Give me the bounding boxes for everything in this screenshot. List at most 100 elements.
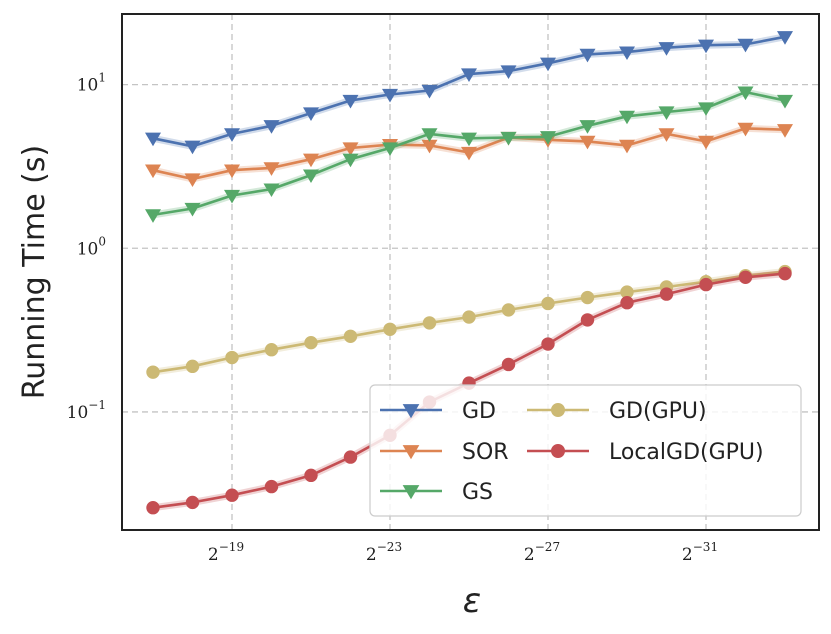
data-point-gd (579, 48, 596, 63)
data-point-localgd-gpu (225, 488, 239, 502)
data-point-gd (500, 65, 517, 80)
data-point-sor (223, 164, 241, 179)
data-point-gs (263, 183, 280, 198)
data-point-sor (658, 128, 675, 142)
series-layer (144, 31, 794, 515)
data-point-localgd-gpu (185, 495, 200, 510)
data-point-gd-gpu (264, 343, 279, 357)
data-point-gd-gpu (422, 316, 437, 330)
data-point-gs (342, 153, 359, 168)
data-point-gd (144, 132, 162, 147)
data-point-gd-gpu (146, 365, 160, 379)
legend-label-sor: SOR (462, 440, 509, 465)
legend-marker-localgd-gpu (551, 444, 565, 458)
legend-label-gs: GS (462, 480, 493, 505)
x-tick-label: 2−23 (366, 540, 402, 565)
legend-label-gd-gpu: GD(GPU) (609, 399, 707, 424)
data-point-sor (144, 164, 162, 179)
data-point-gs (697, 102, 715, 116)
legend-marker-gd (402, 404, 420, 419)
data-point-gd-gpu (343, 329, 358, 343)
data-point-localgd-gpu (541, 337, 555, 351)
data-point-localgd-gpu (264, 479, 279, 494)
data-point-gd (737, 38, 754, 53)
data-point-gd-gpu (304, 335, 318, 350)
data-point-gd-gpu (185, 359, 200, 374)
data-point-gd (618, 46, 636, 61)
series-gd-gpu (146, 264, 792, 379)
data-point-sor (579, 135, 596, 150)
series-gs (144, 86, 794, 223)
series-localgd-gpu (146, 266, 792, 515)
data-point-gd-gpu (225, 350, 239, 365)
data-point-gs (658, 106, 675, 120)
data-point-gd (421, 84, 438, 99)
legend-item-localgd-gpu: LocalGD(GPU) (527, 440, 764, 465)
data-point-gd-gpu (580, 290, 595, 305)
data-point-localgd-gpu (146, 501, 160, 515)
legend-item-gd-gpu: GD(GPU) (527, 399, 707, 424)
series-line-gd (152, 35, 786, 148)
data-point-gs (776, 94, 794, 109)
data-point-gd (223, 128, 241, 142)
data-point-gd-gpu (541, 296, 555, 311)
data-point-gs (539, 131, 557, 145)
data-point-localgd-gpu (343, 450, 358, 464)
data-point-gs (223, 189, 241, 204)
legend-item-gd: GD (380, 399, 496, 424)
x-tick-label: 2−19 (208, 540, 244, 565)
series-gd (144, 31, 794, 155)
y-tick-label: 100 (77, 234, 106, 259)
data-point-localgd-gpu (738, 270, 753, 284)
data-point-localgd-gpu (580, 313, 595, 327)
legend-item-gs: GS (380, 480, 493, 505)
data-point-gs (737, 86, 754, 101)
y-axis-label: Running Time (s) (17, 145, 52, 399)
data-point-gd (539, 57, 557, 72)
data-point-sor (460, 146, 478, 161)
data-point-localgd-gpu (501, 357, 516, 372)
data-point-gs (579, 120, 596, 134)
data-point-sor (776, 124, 794, 138)
data-point-sor (342, 142, 359, 156)
data-point-localgd-gpu (620, 296, 634, 310)
data-point-gd (460, 68, 478, 83)
data-point-gs (460, 132, 478, 147)
x-axis-label: ε (463, 581, 481, 621)
data-point-localgd-gpu (778, 266, 792, 281)
data-point-gd (184, 140, 201, 155)
data-point-gs (421, 128, 438, 142)
data-point-sor (302, 153, 320, 168)
legend: GD SOR GS GD(GPU) LocalGD(GPU) (369, 384, 802, 517)
data-point-gs (618, 110, 636, 125)
data-point-gd (697, 39, 715, 54)
data-point-gd (776, 31, 794, 45)
data-point-gs (302, 169, 320, 184)
data-point-sor (263, 162, 280, 176)
data-point-gd-gpu (501, 303, 516, 317)
y-tick-label: 101 (77, 71, 106, 96)
data-point-gs (500, 131, 517, 146)
y-tick-label: 10−1 (67, 398, 106, 423)
data-point-gs (381, 142, 399, 156)
legend-marker-sor (402, 445, 420, 460)
data-point-sor (618, 139, 636, 154)
data-point-gs (144, 209, 162, 223)
x-tick-label: 2−27 (524, 540, 560, 565)
data-point-gs (184, 202, 201, 217)
data-point-gd (263, 120, 280, 134)
data-point-gd-gpu (383, 322, 397, 336)
data-point-sor (737, 122, 754, 137)
data-point-localgd-gpu (699, 277, 713, 292)
data-point-sor (697, 135, 715, 150)
data-point-localgd-gpu (659, 287, 674, 301)
legend-marker-gs (402, 485, 420, 500)
tick-layer: 2−19 2−23 2−27 2−31 10−1 100 101 (67, 71, 718, 565)
data-point-localgd-gpu (304, 468, 318, 483)
data-point-gd (658, 42, 675, 56)
data-point-gd (381, 88, 399, 103)
data-point-sor (184, 173, 201, 187)
plot-frame (121, 13, 820, 531)
legend-item-sor: SOR (380, 440, 509, 465)
